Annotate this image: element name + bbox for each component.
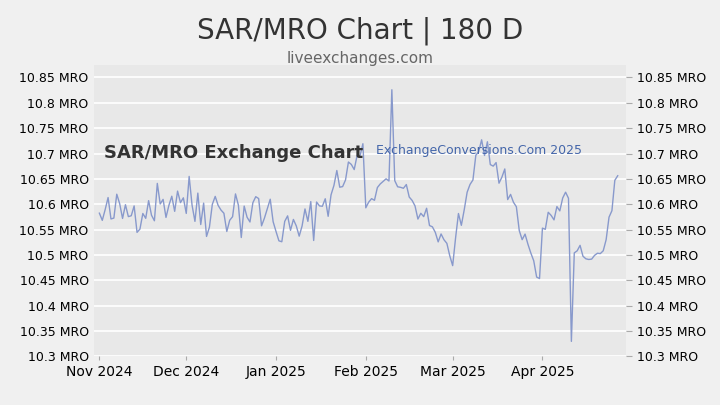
Text: SAR/MRO Chart | 180 D: SAR/MRO Chart | 180 D	[197, 16, 523, 45]
Text: SAR/MRO Exchange Chart: SAR/MRO Exchange Chart	[104, 143, 364, 162]
Text: liveexchanges.com: liveexchanges.com	[287, 51, 433, 66]
Text: ExchangeConversions.Com 2025: ExchangeConversions.Com 2025	[376, 143, 582, 156]
